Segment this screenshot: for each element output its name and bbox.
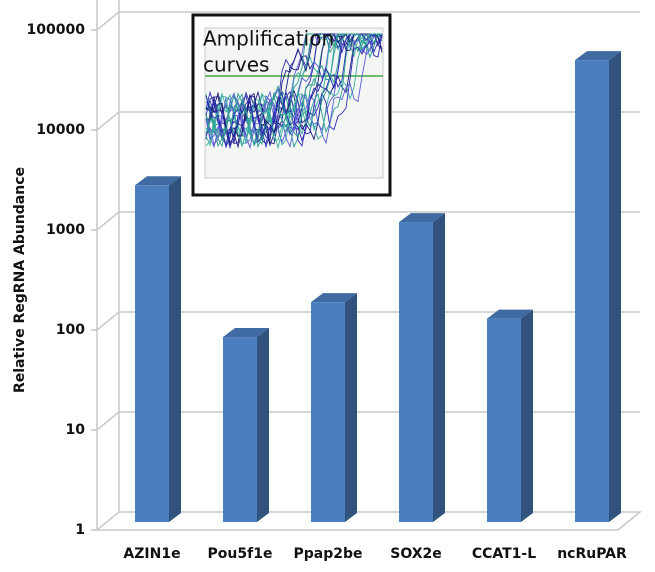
grid-line <box>91 11 640 31</box>
x-tick-label: Pou5f1e <box>208 546 273 562</box>
inset-curve <box>205 33 382 147</box>
inset-label: curves <box>203 53 269 77</box>
y-tick-label: 10 <box>66 422 86 438</box>
bar-top <box>135 176 181 186</box>
x-tick-label: SOX2e <box>390 546 442 562</box>
bar-side <box>609 51 621 523</box>
bar-top <box>487 309 533 319</box>
grid-line <box>91 211 640 231</box>
y-tick-label: 10000 <box>36 122 85 138</box>
y-tick-label: 1000 <box>46 222 85 238</box>
inset-curve <box>205 33 383 145</box>
bar <box>223 337 257 522</box>
bar <box>311 302 345 522</box>
bar <box>487 318 521 522</box>
y-tick-label: 100000 <box>27 22 86 38</box>
bar-top <box>223 328 269 338</box>
x-tick-label: AZIN1e <box>123 546 180 562</box>
inset-curve <box>205 33 383 147</box>
grid-line <box>91 311 640 331</box>
bar-top <box>399 213 445 223</box>
inset-label: Amplification <box>203 27 334 51</box>
bar <box>575 60 609 523</box>
x-tick-label: Ppap2be <box>293 546 362 562</box>
inset-curve <box>205 33 382 150</box>
y-tick-label: 1 <box>75 522 85 538</box>
inset-curve <box>205 33 383 146</box>
bar-side <box>433 213 445 522</box>
inset-image: Amplification curves <box>191 13 392 197</box>
grid-line <box>91 511 643 531</box>
bar-top <box>311 293 357 303</box>
x-tick-label: ncRuPAR <box>557 546 627 562</box>
bar-side <box>169 176 181 523</box>
x-tick-label: CCAT1-L <box>472 546 536 562</box>
bar-side <box>345 293 357 522</box>
bar-side <box>257 328 269 522</box>
y-tick-label: 100 <box>56 322 85 338</box>
bar <box>399 222 433 522</box>
bar-top <box>575 51 621 61</box>
grid-line <box>91 411 640 431</box>
bar <box>135 185 169 523</box>
inset-curves <box>205 33 383 150</box>
bar-side <box>521 309 533 522</box>
y-axis-title: Relative RegRNA Abundance <box>12 167 28 393</box>
